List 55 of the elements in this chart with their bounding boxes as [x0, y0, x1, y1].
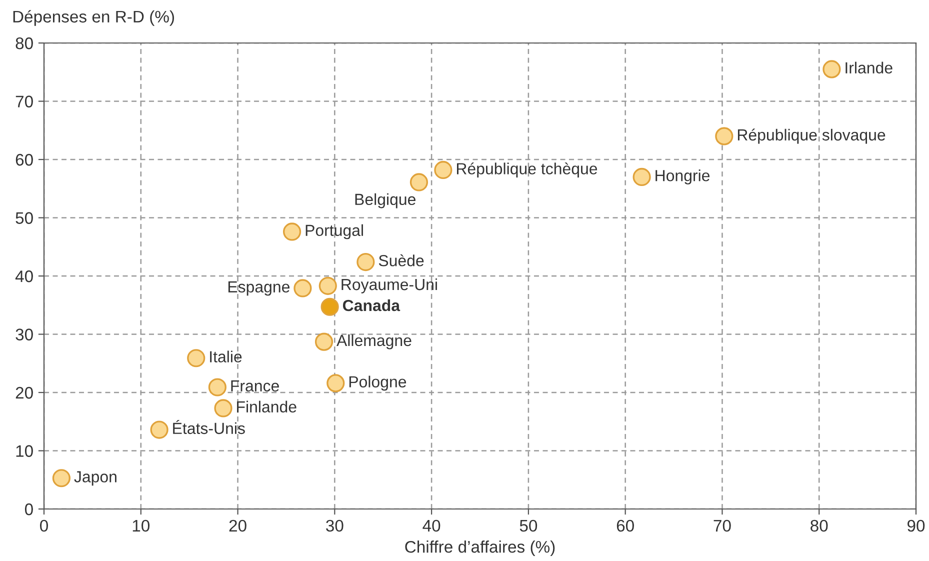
annotation: République tchèque	[456, 162, 598, 178]
x-tick-label: 40	[422, 520, 440, 532]
annotation: Espagne	[228, 281, 290, 296]
point	[318, 276, 337, 295]
annotation: France	[231, 380, 279, 392]
x-tick-label: 10	[132, 520, 150, 532]
x-tick-label: 20	[229, 520, 246, 532]
annotation: Suède	[378, 254, 424, 266]
x-tick-label: 0	[40, 520, 48, 532]
series-label: Canada	[342, 299, 400, 312]
annotation: Irlande	[846, 62, 892, 74]
point	[326, 374, 345, 392]
x-tick-label: 60	[616, 520, 634, 532]
point	[356, 252, 375, 272]
y-tick-label: 70	[16, 96, 33, 108]
point	[187, 349, 206, 368]
point	[214, 399, 232, 418]
annotation: République slovaque	[738, 128, 886, 144]
x-tick-label: 90	[908, 520, 925, 532]
annotation: Italie	[210, 350, 242, 362]
x-tick-label: 30	[326, 520, 344, 532]
point	[715, 127, 734, 146]
point	[208, 378, 226, 396]
point	[52, 469, 70, 488]
y-tick-label: 80	[16, 37, 33, 50]
annotation: Pologne	[349, 376, 406, 391]
y-tick-label: 60	[16, 154, 33, 166]
point	[410, 173, 428, 192]
y-axis-title: Dépenses en R-D (%)	[13, 10, 174, 26]
annotation: États-Unis	[173, 420, 245, 434]
annotation: Hongrie	[656, 170, 710, 184]
point	[282, 222, 302, 241]
y-tick-label: 10	[16, 445, 33, 457]
annotation: Allemagne	[336, 334, 412, 350]
y-tick-label: 20	[16, 386, 33, 399]
point	[294, 279, 312, 298]
x-tick-label: 70	[714, 520, 731, 532]
annotation: Belgique	[355, 193, 416, 208]
x-axis-title: Chiffre d’affaires (%)	[405, 540, 555, 556]
y-tick-label: 0	[24, 503, 33, 516]
annotation: Finlande	[237, 400, 296, 413]
annotation: Japon	[74, 471, 116, 486]
point	[632, 168, 651, 186]
annotation: Portugal	[306, 224, 363, 240]
y-tick-label: 40	[15, 270, 33, 282]
x-tick-label: 80	[810, 520, 828, 532]
point	[434, 160, 452, 180]
point	[320, 298, 339, 316]
point	[150, 420, 168, 439]
y-tick-label: 30	[16, 328, 33, 340]
y-tick-label: 50	[16, 212, 33, 224]
point	[822, 60, 841, 78]
annotation: Royaume-Uni	[342, 278, 437, 294]
point	[314, 332, 334, 351]
x-tick-label: 50	[520, 520, 538, 532]
